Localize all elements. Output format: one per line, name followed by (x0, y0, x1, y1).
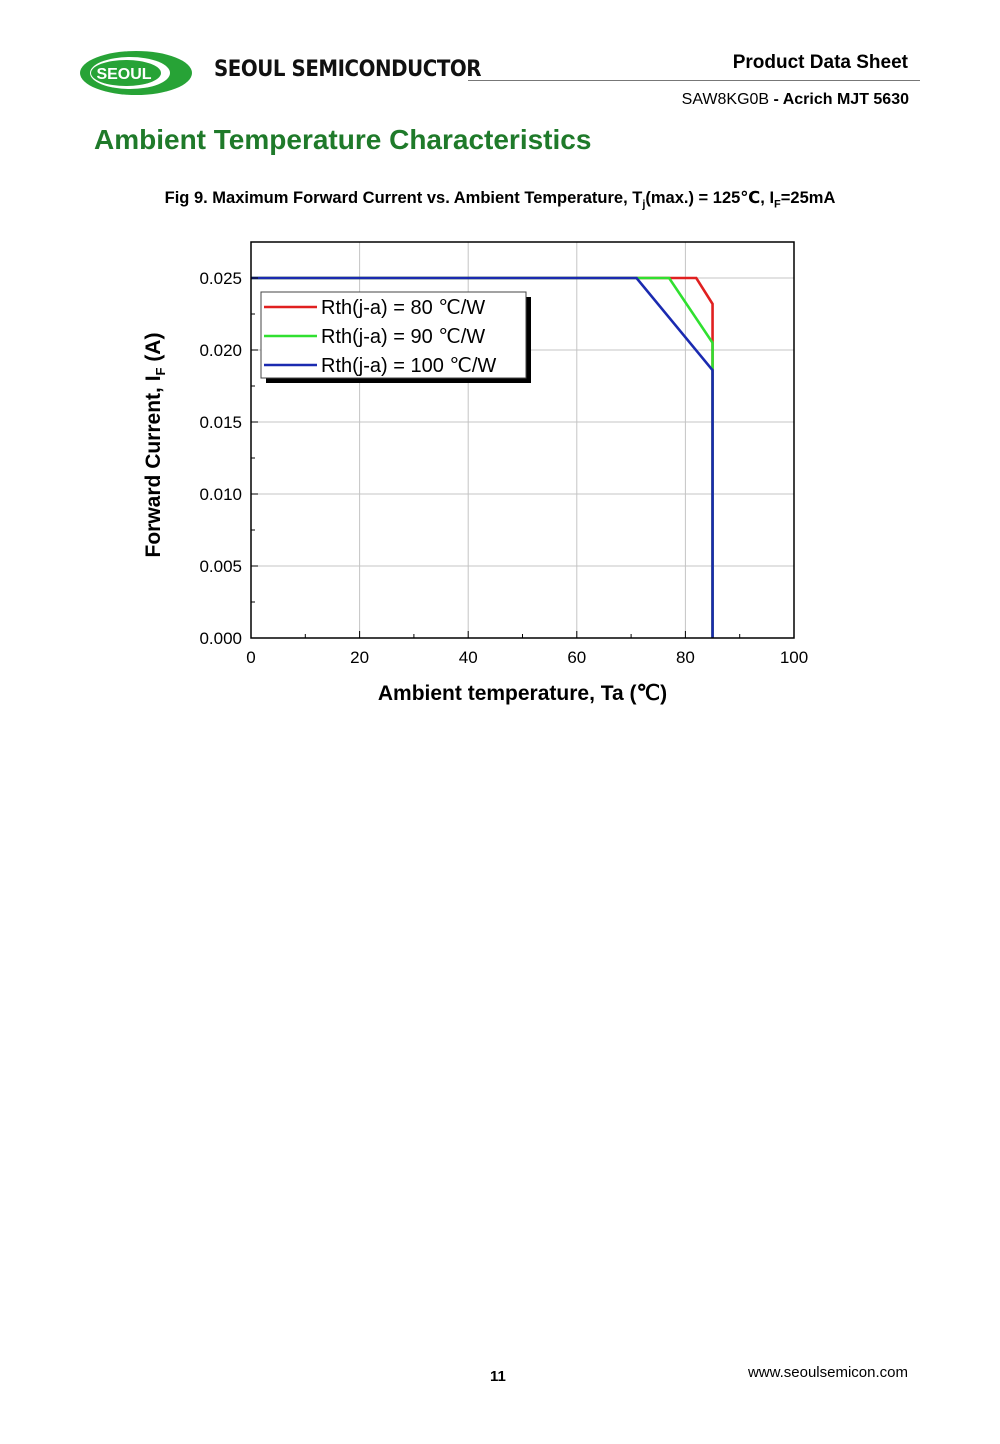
y-tick-label: 0.020 (199, 341, 242, 360)
y-tick-label: 0.015 (199, 413, 242, 432)
series-line-3 (251, 276, 714, 638)
y-tick-label: 0.000 (199, 629, 242, 648)
legend-label-1: Rth(j-a) = 80 ℃/W (321, 297, 485, 319)
x-tick-labels: 0 20 40 60 80 100 (246, 648, 808, 667)
y-tick-label: 0.005 (199, 557, 242, 576)
legend-label-3: Rth(j-a) = 100 ℃/W (321, 355, 496, 377)
x-tick-label: 80 (676, 648, 695, 667)
y-tick-label: 0.010 (199, 485, 242, 504)
section-title: Ambient Temperature Characteristics (94, 124, 592, 155)
x-tick-label: 0 (246, 648, 255, 667)
chart-series (251, 276, 714, 638)
product-code: SAW8KG0B (681, 91, 770, 108)
chart-ticks (250, 277, 795, 639)
header-divider (468, 80, 920, 81)
page-number: 11 (490, 1368, 506, 1385)
x-axis-label: Ambient temperature, Ta (℃) (378, 682, 667, 705)
brand-name: SEOUL SEMICONDUCTOR (214, 57, 482, 82)
product-name: - Acrich MJT 5630 (769, 91, 909, 108)
x-tick-label: 40 (459, 648, 478, 667)
x-tick-label: 20 (350, 648, 369, 667)
x-tick-label: 100 (780, 648, 808, 667)
doc-type: Product Data Sheet (732, 52, 908, 73)
logo-text: SEOUL (96, 66, 151, 83)
x-tick-label: 60 (567, 648, 586, 667)
chart-legend: Rth(j-a) = 80 ℃/W Rth(j-a) = 90 ℃/W Rth(j-… (260, 291, 531, 383)
seoul-logo: SEOUL (80, 51, 192, 95)
y-tick-labels: 0.000 0.005 0.010 0.015 0.020 0.025 (199, 269, 242, 648)
product-line: SAW8KG0B - Acrich MJT 5630 (682, 91, 909, 109)
y-tick-label: 0.025 (199, 269, 242, 288)
forward-current-chart: 0 20 40 60 80 100 0.0000.0050.0100.0150.0200.… (142, 241, 808, 705)
y-axis-label: Forward Current, IF (A) (142, 333, 168, 558)
figure-caption: Fig 9. Maximum Forward Current vs. Ambie… (164, 189, 836, 211)
legend-label-2: Rth(j-a) = 90 ℃/W (321, 326, 485, 348)
footer-url: www.seoulsemicon.com (747, 1364, 908, 1381)
